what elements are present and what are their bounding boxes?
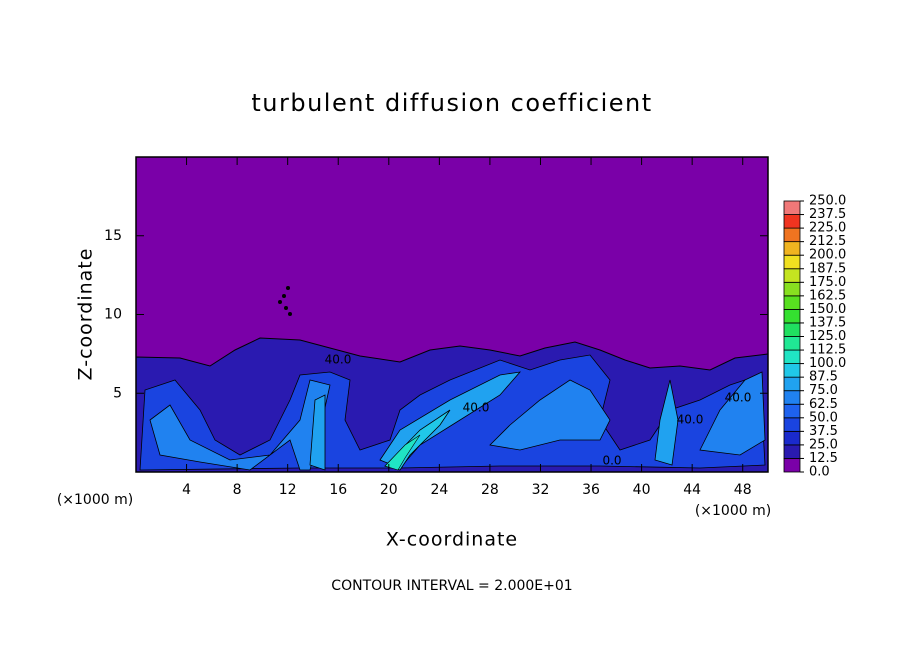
colorbar-band xyxy=(783,336,801,351)
contour-region xyxy=(699,371,766,456)
colorbar-label: 75.0 xyxy=(809,383,838,398)
colorbar-label: 137.5 xyxy=(809,315,846,330)
colorbar-band xyxy=(783,322,801,337)
colorbar-band xyxy=(783,363,801,378)
colorbar-band xyxy=(783,254,801,270)
colorbar-label: 50.0 xyxy=(809,410,838,425)
x-tick-label: 24 xyxy=(430,482,448,498)
contour-label: 40.0 xyxy=(725,391,752,405)
contour-region xyxy=(384,434,421,471)
contour-label: 40.0 xyxy=(463,401,490,415)
colorbar-label: 125.0 xyxy=(809,329,846,344)
colorbar-band xyxy=(783,241,801,256)
colorbar-label: 187.5 xyxy=(809,261,846,276)
contour-interval-note: CONTOUR INTERVAL = 2.000E+01 xyxy=(331,578,572,594)
colorbar-label: 212.5 xyxy=(809,234,846,249)
colorbar-label: 100.0 xyxy=(809,356,846,371)
x-tick-label: 8 xyxy=(233,482,242,498)
colorbar-band xyxy=(783,417,801,432)
colorbar-label: 87.5 xyxy=(809,370,838,385)
colorbar-band xyxy=(783,227,801,243)
x-tick-label: 36 xyxy=(582,482,600,498)
y-tick-label: 10 xyxy=(104,307,122,323)
contour-region xyxy=(309,394,326,471)
y-tick-label: 15 xyxy=(104,228,122,244)
colorbar-band xyxy=(783,430,801,446)
x-tick-label: 32 xyxy=(532,482,550,498)
chart-title: turbulent diffusion coefficient xyxy=(251,89,652,117)
contour-region xyxy=(654,379,679,466)
y-axis-label: Z-coordinate xyxy=(75,248,97,381)
colorbar-label: 62.5 xyxy=(809,397,838,412)
x-tick-label: 20 xyxy=(380,482,398,498)
contour-dots xyxy=(278,286,292,316)
colorbar-label: 237.5 xyxy=(809,207,846,222)
colorbar-band xyxy=(783,308,801,324)
x-tick-label: 28 xyxy=(481,482,499,498)
x-tick-label: 16 xyxy=(329,482,347,498)
contour-label: 40.0 xyxy=(325,353,352,367)
colorbar-label: 37.5 xyxy=(809,424,838,439)
colorbar-label: 0.0 xyxy=(809,465,830,480)
colorbar-band xyxy=(783,349,801,364)
colorbar-band xyxy=(783,444,801,459)
contour-field xyxy=(135,157,769,473)
colorbar-band xyxy=(783,376,801,392)
colorbar-band xyxy=(783,281,801,297)
colorbar-band xyxy=(783,268,801,283)
x-axis-label: X-coordinate xyxy=(386,529,518,551)
colorbar-label: 225.0 xyxy=(809,221,846,236)
colorbar-label: 150.0 xyxy=(809,302,846,317)
colorbar-band xyxy=(783,214,801,229)
colorbar-band xyxy=(783,200,801,215)
colorbar-label: 112.5 xyxy=(809,343,846,358)
contour-region xyxy=(489,379,611,451)
colorbar-label: 175.0 xyxy=(809,275,846,290)
y-unit-label: (×1000 m) xyxy=(57,492,133,508)
colorbar-band xyxy=(783,295,801,310)
colorbar-label: 162.5 xyxy=(809,288,846,303)
y-tick-label: 5 xyxy=(113,385,122,401)
x-tick-label: 44 xyxy=(683,482,701,498)
contour-label: 40.0 xyxy=(677,413,704,427)
x-tick-label: 4 xyxy=(182,482,191,498)
colorbar-band xyxy=(783,390,801,405)
x-tick-label: 48 xyxy=(734,482,752,498)
colorbar-band xyxy=(783,403,801,419)
contour-label: 0.0 xyxy=(602,454,621,468)
colorbar-band xyxy=(783,458,801,473)
x-tick-label: 40 xyxy=(633,482,651,498)
x-tick-label: 12 xyxy=(279,482,297,498)
colorbar-label: 25.0 xyxy=(809,437,838,452)
colorbar-label: 250.0 xyxy=(809,194,846,209)
x-unit-label: (×1000 m) xyxy=(695,503,771,519)
colorbar-label: 200.0 xyxy=(809,248,846,263)
colorbar-label: 12.5 xyxy=(809,451,838,466)
